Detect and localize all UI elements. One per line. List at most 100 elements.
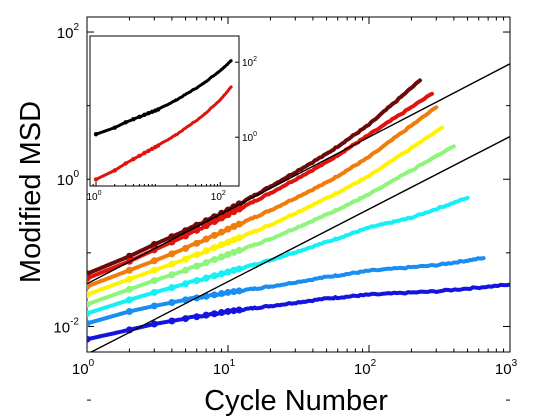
y-tick-label: 100 bbox=[57, 169, 80, 189]
series-point bbox=[210, 272, 218, 280]
y-axis-label: Modified MSD bbox=[15, 101, 47, 283]
x-tick-base: 10 bbox=[354, 361, 371, 378]
series-point bbox=[193, 313, 201, 321]
inset-series-point bbox=[131, 156, 136, 162]
series-point bbox=[202, 259, 210, 267]
x-tick-exp: 1 bbox=[230, 358, 236, 369]
series-point bbox=[87, 300, 91, 308]
series-point bbox=[125, 285, 133, 293]
series-point bbox=[202, 274, 210, 282]
series-point bbox=[87, 319, 91, 327]
series-point bbox=[224, 251, 232, 259]
series-point bbox=[218, 270, 226, 278]
series-point bbox=[224, 288, 232, 296]
series-point bbox=[87, 282, 91, 290]
inset-series-point bbox=[112, 125, 117, 130]
series-point bbox=[235, 220, 243, 228]
inset-series-point bbox=[93, 132, 99, 137]
y-tick-base: 10 bbox=[53, 319, 70, 336]
series-point bbox=[168, 317, 176, 325]
inset-series-point bbox=[146, 148, 151, 153]
series-point bbox=[193, 239, 201, 247]
inset-x-tick-label: 102 bbox=[211, 190, 226, 203]
series-point bbox=[224, 307, 232, 315]
reference-lines bbox=[87, 63, 510, 352]
series-point bbox=[210, 244, 218, 252]
series-point bbox=[125, 296, 133, 304]
x-tick-base: 10 bbox=[495, 361, 512, 378]
inset-series-point bbox=[123, 120, 128, 125]
x-tick-exp: 2 bbox=[371, 358, 377, 369]
x-tick-label: 102 bbox=[354, 358, 377, 378]
y-tick-exp: -2 bbox=[70, 316, 79, 327]
inset-series-point bbox=[112, 168, 117, 173]
reference-line bbox=[87, 63, 510, 285]
series-point bbox=[218, 253, 226, 261]
inset-y-tick-label: 102 bbox=[242, 56, 257, 69]
series-point bbox=[168, 299, 176, 307]
x-axis-label: Cycle Number bbox=[204, 385, 388, 417]
series-point bbox=[182, 266, 190, 274]
series-point bbox=[87, 291, 91, 299]
x-tick-base: 10 bbox=[213, 361, 230, 378]
inset-x-tick-label: 100 bbox=[87, 190, 102, 203]
inset-series-point bbox=[155, 107, 161, 112]
series-point bbox=[210, 291, 218, 299]
series-point bbox=[87, 335, 91, 343]
series-point bbox=[193, 277, 201, 285]
x-tick-exp: 0 bbox=[89, 358, 95, 369]
inset-series-point bbox=[131, 117, 136, 122]
series-point bbox=[182, 315, 190, 323]
series-point bbox=[210, 231, 218, 239]
series-point bbox=[182, 244, 190, 252]
series-line bbox=[87, 256, 486, 326]
main-plot-frame bbox=[86, 16, 511, 353]
series-point bbox=[235, 306, 243, 314]
y-tick-base: 10 bbox=[57, 25, 74, 42]
inset-y-tick-label: 100 bbox=[242, 131, 257, 144]
y-tick-exp: 0 bbox=[73, 169, 79, 180]
inset-series-point bbox=[142, 112, 147, 118]
series-point bbox=[218, 214, 226, 222]
reference-line bbox=[89, 135, 510, 352]
y-tick-exp: 2 bbox=[73, 22, 79, 33]
inset-plot-frame bbox=[89, 35, 240, 187]
series-point bbox=[210, 218, 218, 226]
series-point bbox=[224, 211, 232, 219]
series-point bbox=[182, 280, 190, 288]
series-point bbox=[218, 241, 226, 249]
series-point bbox=[87, 274, 91, 282]
inset-series-point bbox=[142, 150, 147, 156]
inset-x-tick-base: 10 bbox=[87, 192, 99, 203]
inset-x-tick-exp: 0 bbox=[98, 190, 102, 197]
series-point bbox=[150, 266, 158, 274]
inset-series-point bbox=[137, 114, 142, 120]
series-point bbox=[202, 311, 210, 319]
series-point bbox=[218, 290, 226, 298]
series-point bbox=[168, 250, 176, 258]
inset-y-tick-base: 10 bbox=[242, 58, 254, 69]
series-point bbox=[150, 288, 158, 296]
series-point bbox=[202, 247, 210, 255]
series-point bbox=[182, 255, 190, 263]
series-point bbox=[168, 260, 176, 268]
inset-series-point bbox=[137, 153, 142, 158]
inset-series-point bbox=[155, 143, 161, 148]
inset-series-point bbox=[146, 111, 151, 116]
series-point bbox=[224, 225, 232, 233]
series-point bbox=[150, 320, 158, 328]
y-tick-label: 10-2 bbox=[53, 316, 79, 336]
series-point bbox=[150, 277, 158, 285]
x-tick-label: 101 bbox=[213, 358, 236, 378]
inset-x-tick-base: 10 bbox=[211, 192, 223, 203]
series-point bbox=[193, 251, 201, 259]
inset-y-tick-base: 10 bbox=[242, 133, 254, 144]
x-tick-exp: 3 bbox=[512, 358, 518, 369]
inset-y-tick-exp: 2 bbox=[253, 56, 257, 63]
series-line bbox=[87, 195, 470, 316]
series-point bbox=[230, 208, 238, 216]
